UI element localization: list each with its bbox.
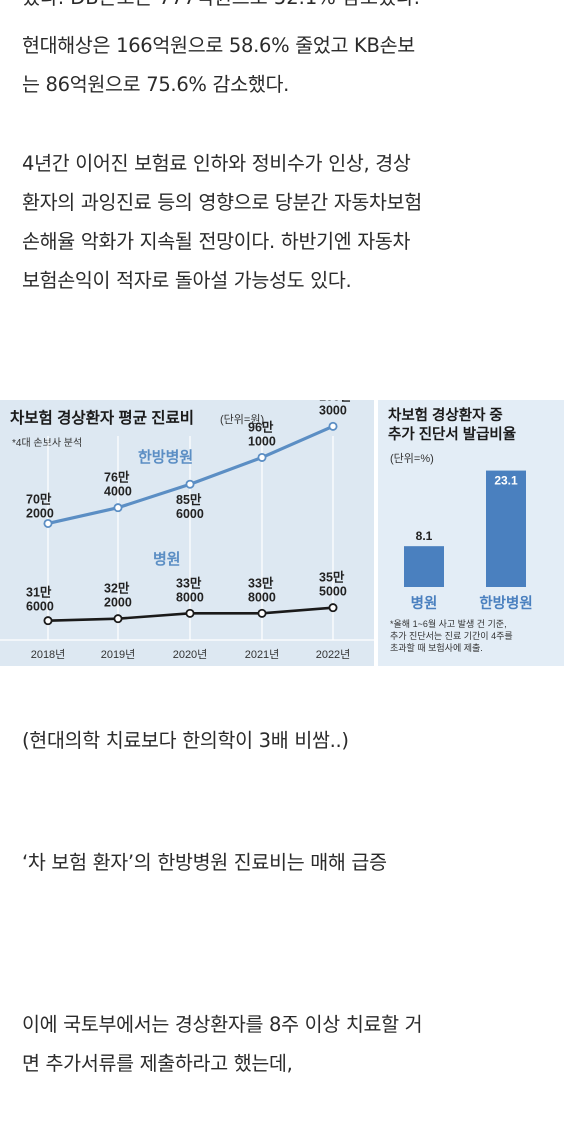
paragraph-line: 환자의 과잉진료 등의 영향으로 당분간 자동차보험 [22, 191, 422, 214]
data-point [185, 608, 195, 618]
article-paragraph-2: 4년간 이어진 보험료 인하와 정비수가 인상, 경상 환자의 과잉진료 등의 … [22, 144, 552, 300]
data-label: 70만 [26, 491, 52, 506]
data-point [113, 614, 123, 624]
paragraph-line: 손해율 악화가 지속될 전망이다. 하반기엔 자동차 [22, 230, 411, 253]
infographic-svg: 차보험 경상환자 평균 진료비 (단위=원) *4대 손보사 분석 70만200… [0, 400, 564, 666]
x-tick-label: 2019년 [101, 648, 136, 661]
data-label: 85만 [176, 492, 202, 507]
data-label: 2000 [26, 506, 54, 520]
data-label: 2000 [104, 596, 132, 610]
data-label: 33만 [176, 575, 202, 590]
bar-chart-title-line-2: 추가 진단서 발급비율 [388, 426, 516, 443]
bar-chart-panel [376, 400, 564, 666]
data-point [257, 608, 267, 618]
x-tick-label: 2022년 [316, 648, 351, 661]
data-point [185, 479, 195, 489]
data-point [113, 503, 123, 513]
paragraph-line: 이에 국토부에서는 경상환자를 8주 이상 치료할 거 [22, 1013, 423, 1036]
line-chart-marks: 70만200076만400085만600096만1000108만300031만6… [26, 400, 352, 626]
series-label-oriental-hospital: 한방병원 [138, 448, 193, 466]
article-paragraph-1: 현대해상은 166억원으로 58.6% 줄었고 KB손보 는 86억원으로 75… [22, 26, 552, 104]
x-tick-label: 2018년 [31, 648, 66, 661]
paragraph-line: 4년간 이어진 보험료 인하와 정비수가 인상, 경상 [22, 152, 411, 175]
data-point [43, 616, 53, 626]
data-point [328, 603, 338, 613]
news-infographic: 차보험 경상환자 평균 진료비 (단위=원) *4대 손보사 분석 70만 200… [0, 400, 564, 666]
paragraph-line: 면 추가서류를 제출하라고 했는데, [22, 1052, 293, 1075]
cut-off-text-line: 였다. DB손보는 777억원으로 52.1% 감소했다. [22, 0, 420, 17]
data-label: 1000 [248, 434, 276, 448]
data-point [328, 421, 338, 431]
data-label: 6000 [26, 600, 54, 614]
data-point [257, 452, 267, 462]
line-chart-title: 차보험 경상환자 평균 진료비 [10, 409, 194, 427]
caption-cost-comparison: (현대의학 치료보다 한의학이 3배 비쌈..) [22, 729, 349, 752]
data-label: 6000 [176, 507, 204, 521]
paragraph-line: 는 86억원으로 75.6% 감소했다. [22, 73, 290, 96]
bar-category-label: 한방병원 [479, 594, 532, 612]
data-label: 31만 [26, 585, 52, 600]
caption-ministry-policy: 이에 국토부에서는 경상환자를 8주 이상 치료할 거 면 추가서류를 제출하라… [22, 1005, 552, 1083]
paragraph-line: 현대해상은 166억원으로 58.6% 줄었고 KB손보 [22, 34, 415, 57]
bar-footnote-line: 추가 진단서는 진료 기간이 4주를 [390, 631, 513, 641]
x-tick-label: 2021년 [245, 648, 280, 661]
data-label: 5000 [319, 585, 347, 599]
source-note: *4대 손보사 분석 [12, 437, 82, 449]
bar-value-label: 23.1 [494, 474, 518, 488]
data-label: 35만 [319, 570, 345, 585]
data-label: 33만 [248, 575, 274, 590]
data-point [43, 518, 53, 528]
line-chart-panel [0, 400, 376, 666]
bar [404, 546, 444, 587]
data-label: 96만 [248, 419, 274, 434]
bar-footnote-line: *올해 1~6월 사고 발생 건 기준, [390, 618, 507, 629]
data-label: 4000 [104, 485, 132, 499]
data-label: 3000 [319, 403, 347, 417]
bar-value-label: 8.1 [416, 529, 433, 543]
bar-chart-unit: (단위=%) [390, 452, 434, 465]
data-label: 32만 [104, 581, 130, 596]
line-chart-unit: (단위=원) [220, 413, 264, 426]
data-label: 8000 [176, 590, 204, 604]
data-label: 76만 [104, 470, 130, 485]
bar-chart-marks: 8.1 병원 23.1 한방병원 [404, 470, 533, 612]
paragraph-line: 보험손익이 적자로 돌아설 가능성도 있다. [22, 269, 352, 292]
bar-category-label: 병원 [411, 595, 438, 612]
line-chart-x-axis: 2018년 2019년 2020년 2021년 2022년 [31, 648, 351, 661]
bar-chart-title-line-1: 차보험 경상환자 중 [388, 406, 503, 424]
series-label-hospital: 병원 [153, 551, 181, 568]
x-tick-label: 2020년 [173, 648, 208, 661]
data-label: 108만 [319, 400, 352, 403]
bar [486, 470, 526, 587]
caption-cost-surge: ‘차 보험 환자’의 한방병원 진료비는 매해 급증 [22, 851, 387, 874]
bar-footnote-line: 초과할 때 보험사에 제출. [390, 643, 483, 653]
data-label: 8000 [248, 590, 276, 604]
